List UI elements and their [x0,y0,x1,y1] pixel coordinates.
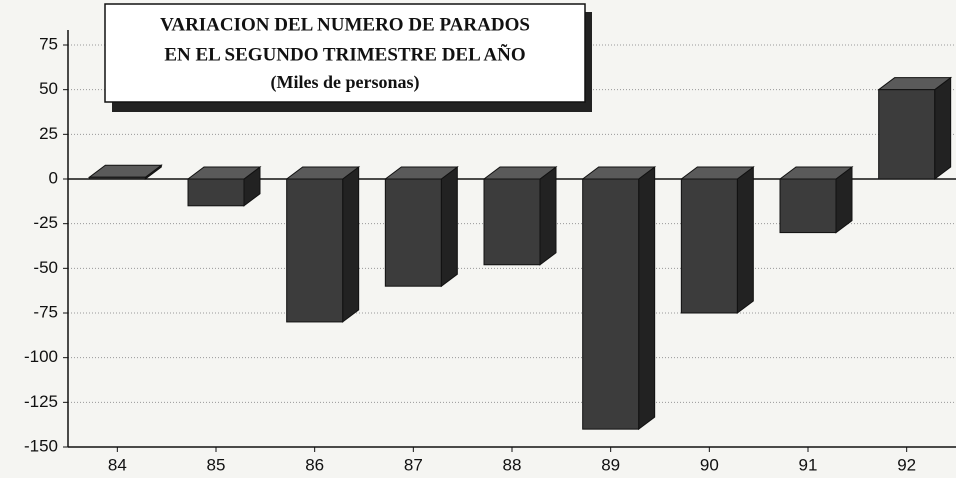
x-tick-label: 88 [503,455,522,474]
x-tick-label: 85 [207,455,226,474]
bar-side [737,167,753,313]
y-tick-label: -150 [24,436,58,455]
bar [583,179,639,429]
bar-side [935,78,951,179]
x-tick-label: 84 [108,455,127,474]
y-tick-label: 75 [39,34,58,53]
x-tick-label: 86 [305,455,324,474]
bar-side [639,167,655,429]
x-tick-label: 87 [404,455,423,474]
y-tick-label: -100 [24,347,58,366]
bar-side [343,167,359,322]
y-tick-label: -50 [33,258,58,277]
x-tick-label: 90 [700,455,719,474]
y-tick-label: 50 [39,79,58,98]
x-tick-label: 92 [897,455,916,474]
page: {"chart_data": {"type": "bar", "title": … [0,0,956,478]
bar [188,179,244,206]
bar [287,179,343,322]
chart-subtitle: (Miles de personas) [271,72,420,93]
x-tick-label: 89 [601,455,620,474]
chart: -150 -125 -100 -75 -50 -25 0 25 50 75 VARIACION D… [0,0,956,478]
y-tick-label: -25 [33,213,58,232]
y-tick-label: -125 [24,392,58,411]
y-tick-label: 0 [49,168,58,187]
bar [484,179,540,265]
x-tick-label: 91 [799,455,818,474]
bar [681,179,737,313]
y-tick-label: 25 [39,124,58,143]
chart-title: VARIACION DEL NUMERO DE PARADOS [160,14,530,35]
bar [89,177,145,179]
bar-side [441,167,457,286]
bar-side [540,167,556,265]
bar [385,179,441,286]
bar [780,179,836,233]
bar [879,90,935,179]
y-tick-label: -75 [33,302,58,321]
chart-title: EN EL SEGUNDO TRIMESTRE DEL AÑO [164,43,525,65]
